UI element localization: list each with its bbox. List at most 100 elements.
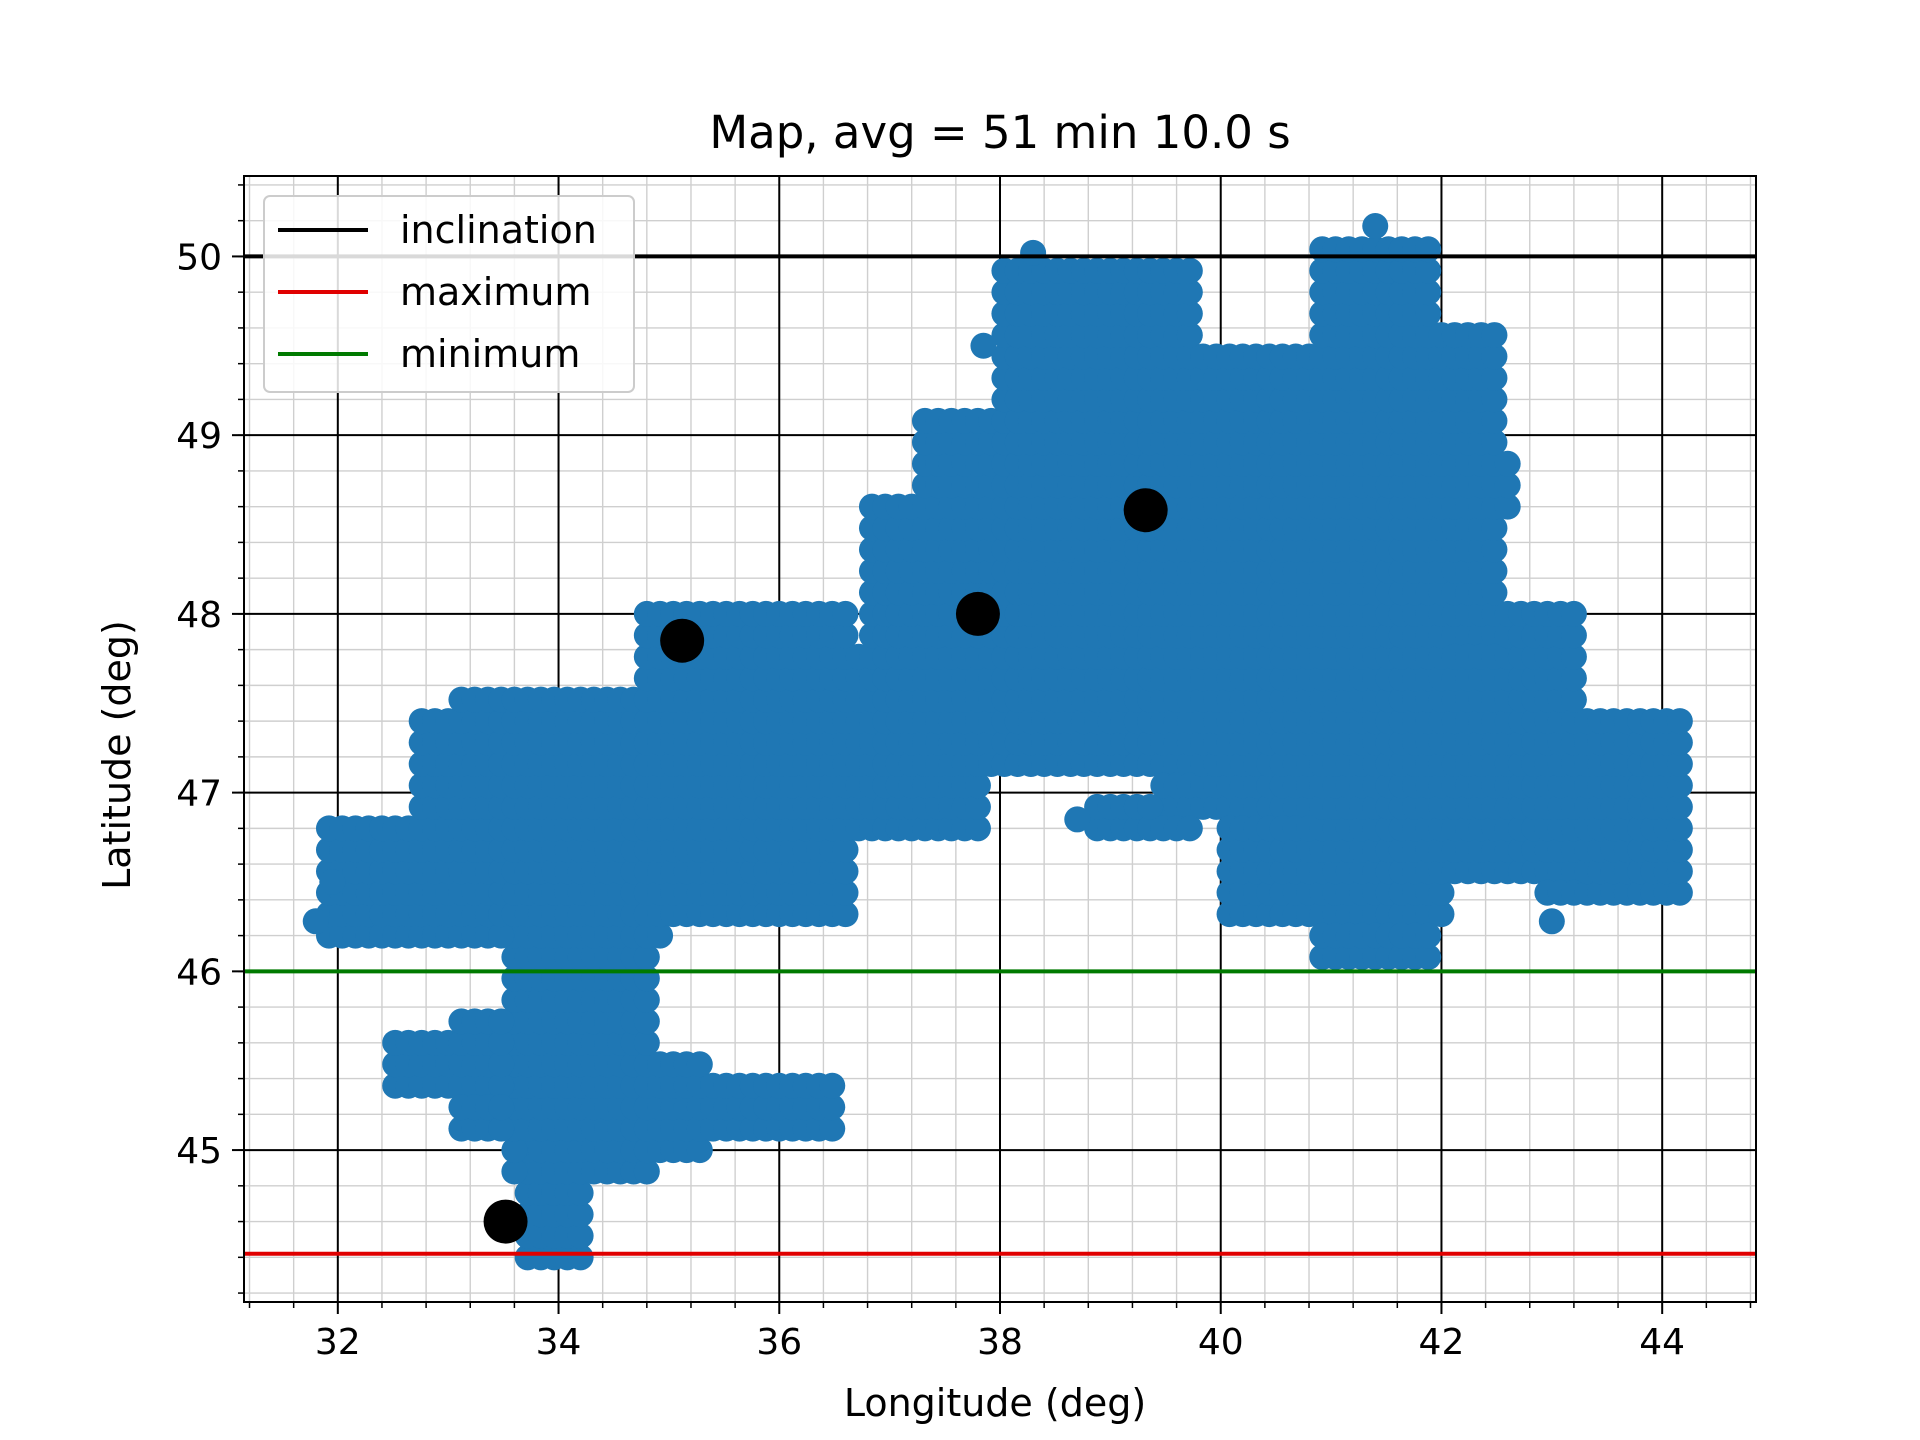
coverage-point xyxy=(1362,213,1389,240)
legend-label: maximum xyxy=(400,270,591,314)
coverage-point xyxy=(1494,472,1521,499)
coverage-point xyxy=(1481,343,1508,370)
coverage-point xyxy=(488,922,515,949)
coverage-point xyxy=(1560,622,1587,649)
coverage-point xyxy=(1666,793,1693,820)
coverage-point xyxy=(1415,279,1442,306)
coverage-point xyxy=(647,922,674,949)
y-tick-label: 49 xyxy=(176,416,222,457)
legend-box xyxy=(263,195,635,393)
station-markers xyxy=(483,488,1168,1244)
coverage-point xyxy=(964,815,991,842)
plot-area xyxy=(244,176,1756,1302)
coverage-point xyxy=(1415,257,1442,284)
coverage-point xyxy=(964,793,991,820)
x-tick-label: 44 xyxy=(1639,1322,1685,1363)
coverage-point xyxy=(1666,858,1693,885)
coverage-point xyxy=(819,1072,846,1099)
coverage-point xyxy=(1176,279,1203,306)
coverage-point xyxy=(1415,922,1442,949)
coverage-point xyxy=(1481,429,1508,456)
coverage-point xyxy=(819,1115,846,1142)
y-tick-label: 48 xyxy=(176,595,222,636)
coverage-point xyxy=(488,1008,515,1035)
chart-title: Map, avg = 51 min 10.0 s xyxy=(709,106,1290,159)
y-tick-label: 50 xyxy=(176,237,222,278)
coverage-point xyxy=(1560,665,1587,692)
coverage-point xyxy=(1481,515,1508,542)
x-tick-label: 40 xyxy=(1198,1322,1244,1363)
coverage-point xyxy=(686,1051,713,1078)
y-tick-label: 46 xyxy=(176,952,222,993)
coverage-point xyxy=(1481,407,1508,434)
coverage-point xyxy=(488,1094,515,1121)
coverage-point xyxy=(1481,557,1508,584)
y-axis-label: Latitude (deg) xyxy=(95,620,139,890)
coverage-points xyxy=(302,213,1693,1271)
coverage-point xyxy=(488,1051,515,1078)
coverage-point xyxy=(488,1029,515,1056)
coverage-point xyxy=(1666,772,1693,799)
coverage-point xyxy=(832,622,859,649)
coverage-point xyxy=(1481,364,1508,391)
coverage-point xyxy=(1176,300,1203,327)
coverage-point xyxy=(1666,815,1693,842)
coverage-point xyxy=(501,1158,528,1185)
coverage-point xyxy=(1176,322,1203,349)
y-axis-ticks: 45 46 47 48 49 50 xyxy=(176,184,244,1294)
coverage-point xyxy=(302,908,329,935)
coverage-point xyxy=(1064,806,1091,833)
coverage-point xyxy=(1666,836,1693,863)
coverage-point xyxy=(567,1179,594,1206)
coverage-point xyxy=(567,1244,594,1271)
coverage-point xyxy=(832,858,859,885)
station-marker xyxy=(660,618,705,663)
coverage-point xyxy=(1176,257,1203,284)
station-marker xyxy=(1123,488,1168,533)
coverage-point xyxy=(1481,386,1508,413)
coverage-point xyxy=(819,1094,846,1121)
station-marker xyxy=(483,1199,528,1244)
coverage-point xyxy=(633,1029,660,1056)
x-tick-label: 32 xyxy=(315,1322,361,1363)
coverage-point xyxy=(1428,901,1455,928)
x-axis-ticks: 32 34 36 38 40 42 44 xyxy=(248,1302,1752,1363)
coverage-point xyxy=(488,1072,515,1099)
coverage-point xyxy=(832,879,859,906)
coverage-point xyxy=(1666,708,1693,735)
y-tick-label: 45 xyxy=(176,1131,222,1172)
coverage-point xyxy=(488,1115,515,1142)
coverage-point xyxy=(1560,643,1587,670)
coverage-point xyxy=(964,772,991,799)
legend-label: inclination xyxy=(400,208,597,252)
x-tick-label: 42 xyxy=(1419,1322,1465,1363)
coverage-point xyxy=(1538,908,1565,935)
coverage-point xyxy=(633,1158,660,1185)
coverage-point xyxy=(1494,493,1521,520)
coverage-point xyxy=(1666,879,1693,906)
coverage-point xyxy=(501,1137,528,1164)
y-tick-label: 47 xyxy=(176,774,222,815)
coverage-point xyxy=(1481,579,1508,606)
legend-label: minimum xyxy=(400,332,580,376)
coverage-point xyxy=(832,901,859,928)
x-tick-label: 34 xyxy=(536,1322,582,1363)
coverage-point xyxy=(1560,686,1587,713)
coverage-point xyxy=(1481,322,1508,349)
coverage-point xyxy=(1428,879,1455,906)
coverage-point xyxy=(1415,944,1442,971)
coverage-point xyxy=(832,836,859,863)
station-marker xyxy=(955,591,1000,636)
x-tick-label: 38 xyxy=(977,1322,1023,1363)
coverage-point xyxy=(686,1137,713,1164)
coverage-point xyxy=(1666,729,1693,756)
legend: inclination maximum minimum xyxy=(263,195,635,393)
coverage-point xyxy=(633,944,660,971)
coverage-point xyxy=(970,332,997,359)
coverage-point xyxy=(1176,815,1203,842)
coverage-point xyxy=(1020,239,1047,266)
coverage-point xyxy=(633,1008,660,1035)
coverage-point xyxy=(319,868,346,895)
coverage-point xyxy=(567,1201,594,1228)
